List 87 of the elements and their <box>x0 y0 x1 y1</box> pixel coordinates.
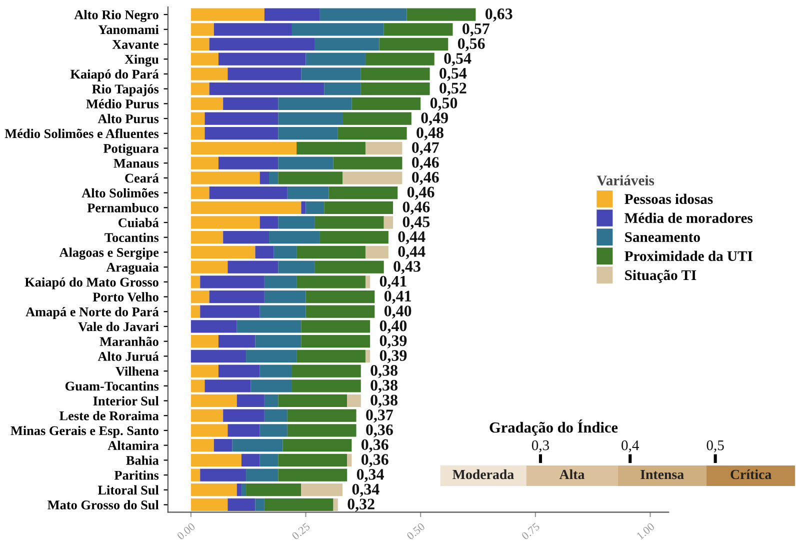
y-tick-label: Cuiabá <box>118 218 159 228</box>
total-label: 0,45 <box>402 216 430 230</box>
y-tick-label: Paritins <box>114 470 159 480</box>
y-tick-label: Vilhena <box>116 366 159 376</box>
total-label: 0,37 <box>366 410 394 423</box>
y-tick-label: Kaiapó do Pará <box>70 69 159 82</box>
total-label: 0,47 <box>412 142 439 156</box>
y-tick-label: Altamira <box>108 440 159 450</box>
total-label: 0,38 <box>370 394 398 408</box>
total-label: 0,38 <box>370 364 398 378</box>
y-tick-label: Alto Rio Negro <box>74 10 158 22</box>
legend-label: Média de moradores <box>624 212 753 223</box>
total-label: 0,43 <box>394 261 420 274</box>
total-label: 0,44 <box>398 231 426 244</box>
y-tick-label: Interior Sul <box>93 396 159 406</box>
legend-title: Variáveis <box>596 175 654 186</box>
y-tick-label: Rio Tapajós <box>92 84 159 96</box>
legend-label: Situação TI <box>625 270 696 283</box>
y-tick-label: Minas Gerais e Esp. Santo <box>10 426 158 438</box>
x-tick-label: 1.00 <box>636 522 655 540</box>
y-tick-label: Alto Purus <box>98 114 159 124</box>
text: Crítica <box>730 469 772 480</box>
total-label: 0,63 <box>486 8 512 22</box>
total-label: 0,40 <box>380 320 407 334</box>
total-label: 0,46 <box>402 202 430 215</box>
y-tick-label: Pernambuco <box>87 203 158 212</box>
total-label: 0,57 <box>462 23 490 36</box>
x-tick-label: 0.75 <box>521 522 540 540</box>
y-tick-label: Alto Solimões <box>82 188 159 198</box>
y-tick-label: Potiguara <box>103 144 159 156</box>
total-label: 0,46 <box>412 172 439 185</box>
annotation: Alta <box>559 469 585 480</box>
annotation: Moderada <box>452 469 514 480</box>
y-tick-label: Alagoas e Sergipe <box>59 248 159 260</box>
legend-label: Saneamento <box>625 232 700 242</box>
total-label: 0,54 <box>440 68 467 81</box>
total-label: 0,44 <box>398 246 426 260</box>
total-label: 0,32 <box>348 498 374 512</box>
y-tick-label: Médio Purus <box>86 99 159 108</box>
y-tick-label: Xavante <box>112 40 159 49</box>
x-tick-label: 0.25 <box>291 522 310 540</box>
annotation: 0,3 <box>532 440 550 452</box>
total-label: 0,36 <box>366 424 393 438</box>
annotation: Intensa <box>640 470 684 480</box>
y-tick-label: Alto Juruá <box>98 352 159 361</box>
total-label: 0,49 <box>421 112 448 126</box>
y-tick-label: Médio Solimões e Afluentes <box>4 128 159 138</box>
y-tick-label: Kaiapó do Mato Grosso <box>24 277 158 290</box>
total-label: 0,40 <box>384 306 412 319</box>
y-tick-label: Araguaia <box>106 262 159 275</box>
total-label: 0,46 <box>407 186 434 200</box>
total-label: 0,48 <box>416 127 444 140</box>
y-tick-label: Amapá e Norte do Pará <box>26 307 159 320</box>
y-tick-label: Yanomami <box>98 24 159 34</box>
y-tick-label: Tocantins <box>104 232 159 242</box>
total-label: 0,36 <box>361 439 388 452</box>
y-tick-label: Leste de Roraima <box>59 411 159 420</box>
total-label: 0,36 <box>361 454 388 468</box>
y-tick-label: Xingu <box>124 54 159 67</box>
legend-label: Proximidade da UTI <box>624 250 752 262</box>
total-label: 0,50 <box>430 98 458 111</box>
total-label: 0,41 <box>384 290 411 304</box>
total-label: 0,39 <box>380 350 407 364</box>
text: 0,5 <box>706 440 724 452</box>
y-tick-label: Ceará <box>125 173 159 183</box>
y-tick-label: Guam-Tocantins <box>65 381 159 391</box>
total-label: 0,34 <box>356 468 384 482</box>
total-label: 0,52 <box>440 82 466 96</box>
total-label: 0,54 <box>444 53 472 66</box>
y-tick-label: Bahia <box>126 456 159 465</box>
legend-label: Pessoas idosas <box>624 194 713 204</box>
total-label: 0,39 <box>380 335 407 348</box>
total-label: 0,46 <box>412 157 439 170</box>
y-tick-label: Litoral Sul <box>98 485 159 495</box>
text: Gradação do Índice <box>490 419 618 436</box>
x-tick-label: 0.00 <box>176 522 196 540</box>
y-tick-label: Mato Grosso do Sul <box>48 500 159 510</box>
y-tick-label: Maranhão <box>100 336 158 346</box>
y-tick-label: Porto Velho <box>92 292 158 302</box>
x-tick-label: 0.50 <box>406 522 426 540</box>
total-label: 0,34 <box>352 484 380 497</box>
annotation: 0,4 <box>622 440 640 452</box>
y-tick-label: Vale do Javari <box>78 322 159 332</box>
total-label: 0,56 <box>458 38 485 52</box>
total-label: 0,41 <box>380 276 406 289</box>
y-tick-label: Manaus <box>114 159 159 168</box>
total-label: 0,38 <box>370 380 398 393</box>
